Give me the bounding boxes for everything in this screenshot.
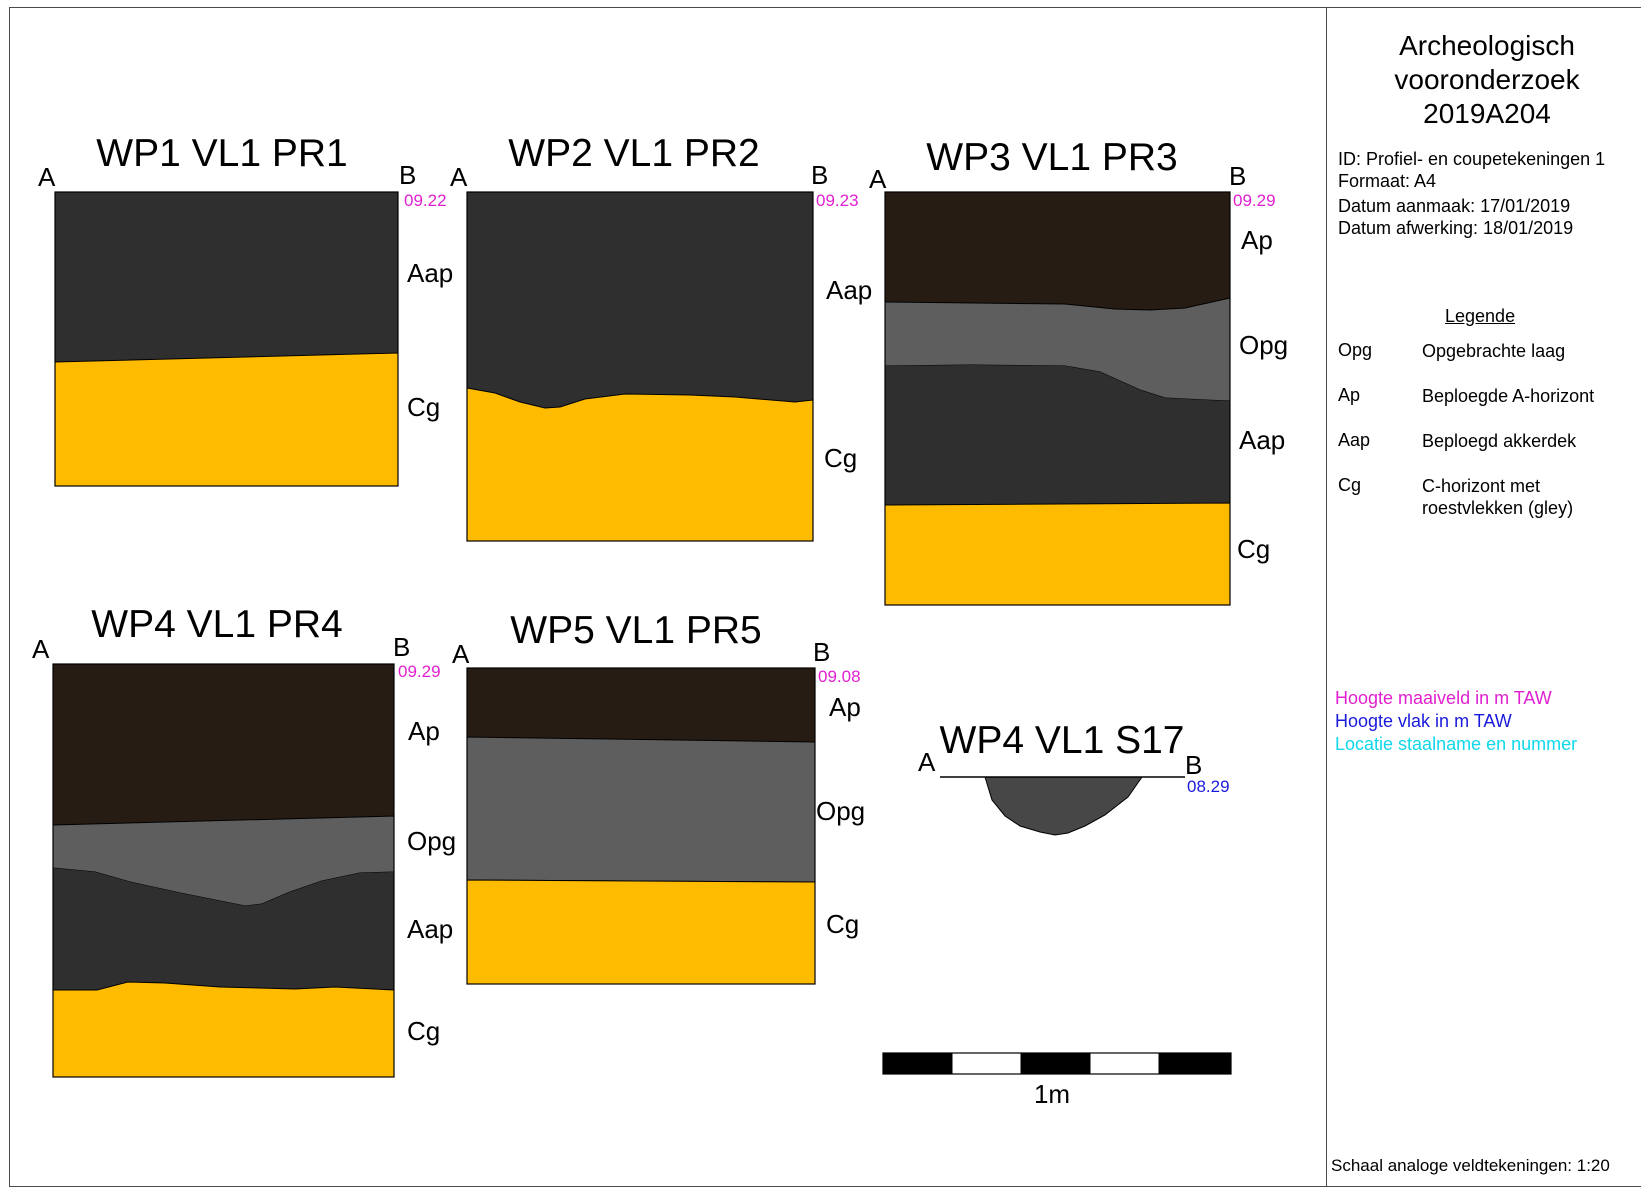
layer-opg [466,736,816,883]
layer-aap [55,192,398,362]
profile-end-b: B [811,160,828,190]
layer-aap [885,365,1230,505]
layer-label: Opg [407,826,456,856]
layer-label: Ap [829,692,861,722]
legend-title: Legende [1445,306,1516,326]
profile-end-a: A [38,162,56,192]
profile-pr1: WP1 VL1 PR1 A B 09.22 Aap Cg [38,132,453,487]
layer-cg [884,502,1231,606]
layer-label: Ap [1241,225,1273,255]
legend-description: Opgebrachte laag [1422,341,1566,361]
section-end-a: A [918,747,936,777]
profile-outline [884,191,1231,606]
legend-description: C-horizont met roestvlekken (gley) [1422,476,1574,518]
layer-cg [52,981,395,1078]
layer-label: Opg [1239,330,1288,360]
layer-ap [467,668,815,742]
legend-code: Opg [1338,340,1373,360]
profile-end-a: A [450,162,468,192]
section-s17: WP4 VL1 S17 A B 08.29 [918,719,1230,836]
layer-ap [53,664,394,825]
profile-title: WP2 VL1 PR2 [508,132,759,175]
scale-note: Schaal analoge veldtekeningen: 1:20 [1331,1156,1610,1175]
legend-description: Beploegd akkerdek [1422,431,1577,451]
profile-pr5: WP5 VL1 PR5 A B 09.08 Ap Opg Cg [452,609,865,985]
title-line: 2019A204 [1423,98,1551,129]
scale-segment [1089,1052,1160,1075]
layer-label: Cg [1237,534,1270,564]
section-end-b: B [1185,750,1202,780]
layer-aap [467,192,813,408]
profile-title: WP1 VL1 PR1 [96,132,347,175]
layer-cg [466,387,814,542]
maaiveld-height: 09.23 [816,191,859,210]
layer-label: Aap [826,275,872,305]
scale-label: 1m [1034,1079,1070,1109]
section-title: WP4 VL1 S17 [940,719,1185,762]
profile-drawing-area: WP1 VL1 PR1 A B 09.22 Aap Cg WP2 VL1 PR2… [32,132,1288,1109]
profile-end-b: B [399,160,416,190]
key-staalname: Locatie staalname en nummer [1335,734,1578,754]
profile-title: WP5 VL1 PR5 [510,609,761,652]
maaiveld-height: 09.29 [1233,191,1276,210]
profile-outline [52,663,395,1078]
profile-outline [466,667,816,985]
scale-segment [1021,1053,1090,1074]
layer-label: Aap [1239,425,1285,455]
profile-pr2: WP2 VL1 PR2 A B 09.23 Aap Cg [450,132,872,542]
feature-fill [984,776,1143,836]
scale-bar: 1m [882,1052,1232,1109]
layer-label: Aap [407,258,453,288]
layer-cg [466,879,816,985]
legend-code: Aap [1338,430,1371,450]
layer-label: Aap [407,914,453,944]
key-vlak: Hoogte vlak in m TAW [1335,711,1512,731]
key-maaiveld: Hoogte maaiveld in m TAW [1335,688,1552,708]
profile-outline [466,191,814,542]
profile-title: WP4 VL1 PR4 [91,603,342,646]
maaiveld-height: 09.08 [818,667,861,686]
profile-end-b: B [393,632,410,662]
meta-format: Formaat: A4 [1338,171,1437,191]
maaiveld-height: 09.29 [398,662,441,681]
profile-pr4: WP4 VL1 PR4 A B 09.29 Ap Opg Aap Cg [32,603,456,1078]
layer-cg [54,352,399,487]
document-title: Archeologisch vooronderzoek 2019A204 [1327,29,1641,131]
layer-label: Opg [816,796,865,826]
legend-description: Beploegde A-horizont [1422,386,1595,406]
layer-label: Cg [826,909,859,939]
profile-end-b: B [813,637,830,667]
title-line: Archeologisch [1399,30,1575,61]
layer-label: Ap [408,716,440,746]
profile-outline [54,191,399,487]
scale-segment [951,1052,1022,1075]
legend-code: Cg [1338,475,1362,495]
meta-finished: Datum afwerking: 18/01/2019 [1338,218,1574,238]
layer-ap [885,192,1230,310]
profile-end-a: A [869,164,887,194]
vlak-height: 08.29 [1187,777,1230,796]
layer-label: Cg [407,1016,440,1046]
profile-end-a: A [32,634,50,664]
scale-segment [883,1053,952,1074]
profile-end-a: A [452,639,470,669]
title-line: vooronderzoek [1394,64,1580,95]
meta-id: ID: Profiel- en coupetekeningen 1 [1338,149,1606,169]
meta-created: Datum aanmaak: 17/01/2019 [1338,196,1571,216]
layer-aap [53,868,394,990]
layer-label: Cg [407,392,440,422]
profile-end-b: B [1229,161,1246,191]
legend-code: Ap [1338,385,1361,405]
profile-pr3: WP3 VL1 PR3 A B 09.29 Ap Opg Aap Cg [869,136,1288,606]
maaiveld-height: 09.22 [404,191,447,210]
layer-label: Cg [824,443,857,473]
title-block: Archeologisch vooronderzoek 2019A204 ID:… [1326,7,1641,1187]
profile-title: WP3 VL1 PR3 [926,136,1177,179]
scale-outline [882,1052,1232,1075]
scale-segment [1159,1053,1231,1074]
